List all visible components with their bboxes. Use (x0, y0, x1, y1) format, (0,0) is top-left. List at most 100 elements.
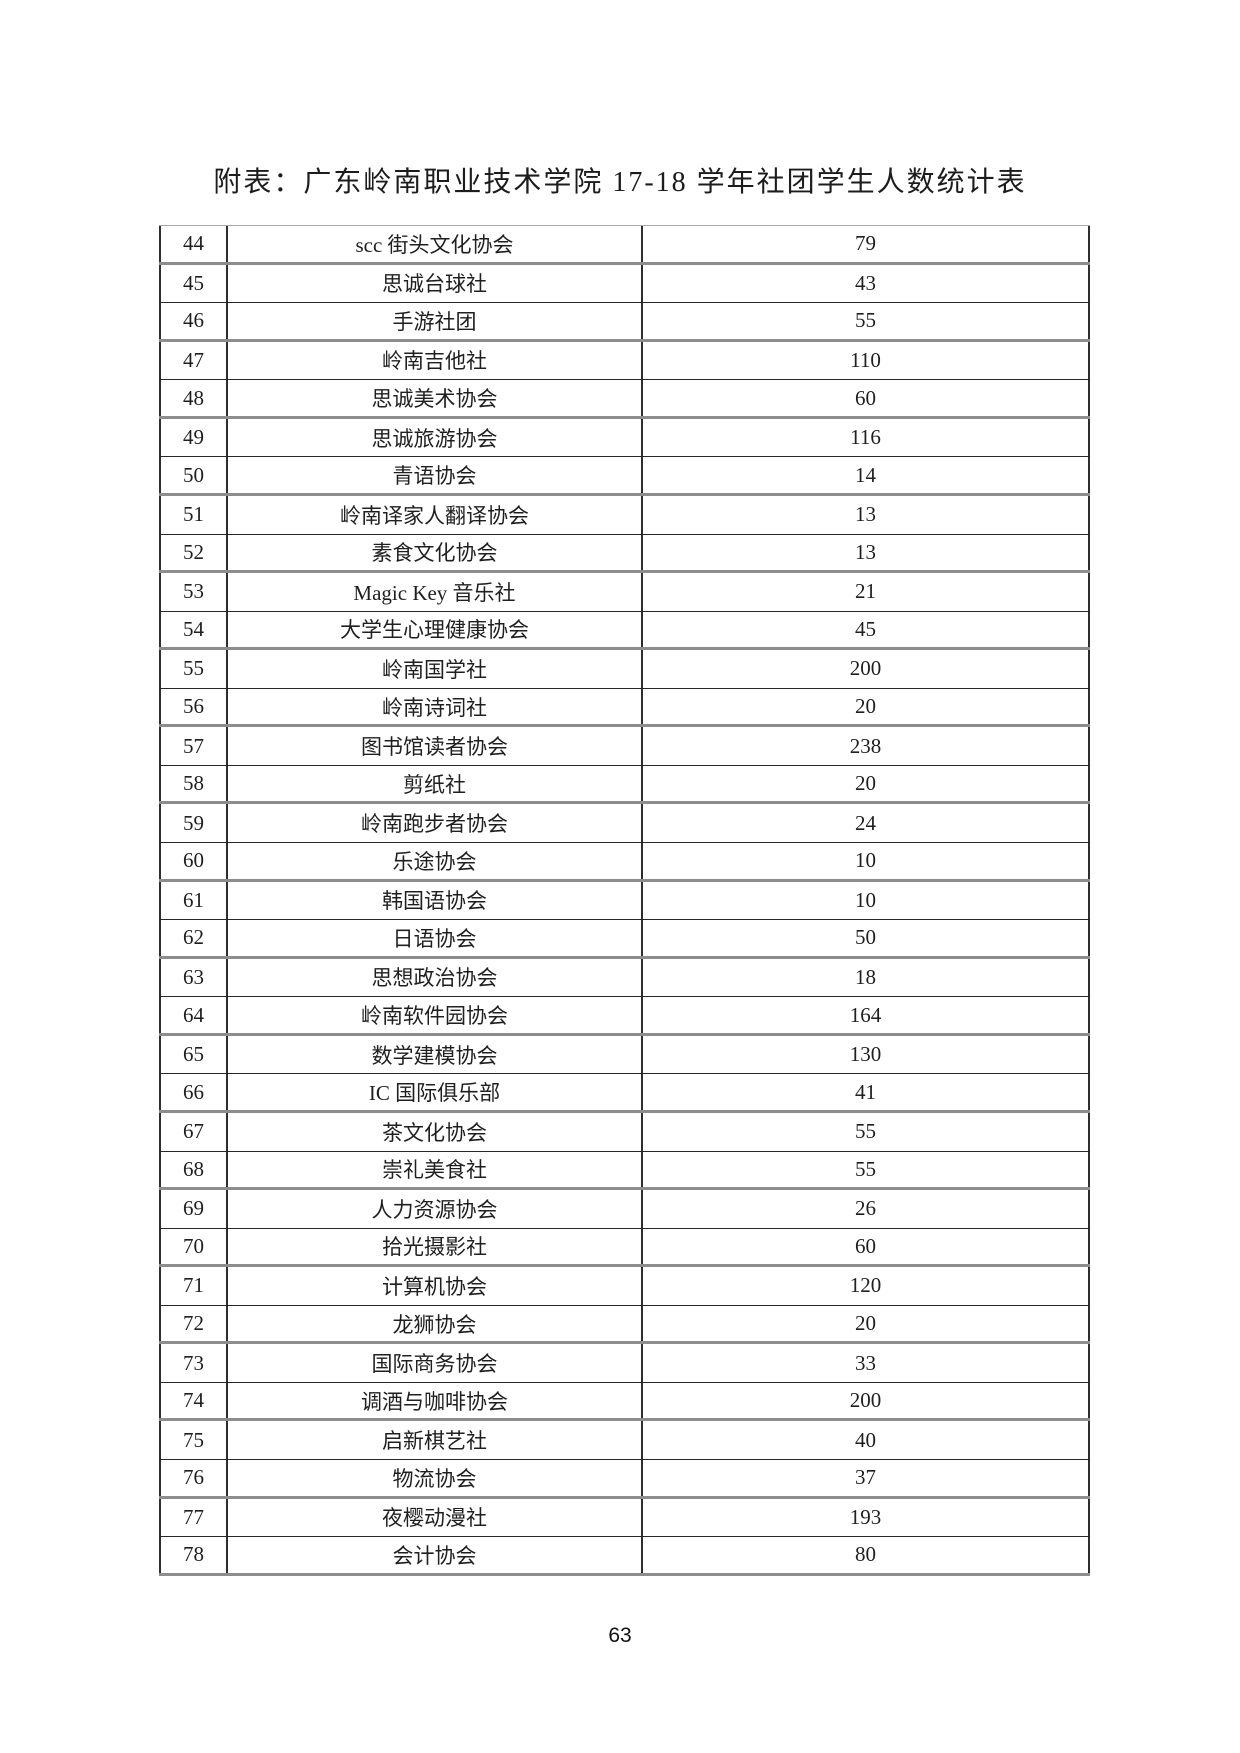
member-count-cell: 193 (643, 1498, 1090, 1537)
row-number-cell: 63 (159, 958, 228, 997)
member-count-cell: 120 (643, 1267, 1090, 1305)
row-number-cell: 57 (159, 727, 228, 765)
club-name-cell: Magic Key 音乐社 (228, 573, 643, 611)
row-number-cell: 61 (159, 881, 228, 920)
club-name-cell: 物流协会 (228, 1460, 643, 1496)
club-name-cell: 日语协会 (228, 920, 643, 956)
member-count-cell: 200 (643, 650, 1090, 688)
club-name-cell: 岭南跑步者协会 (228, 804, 643, 842)
table-row: 52 素食文化协会 13 (159, 534, 1090, 574)
row-number-cell: 77 (159, 1498, 228, 1537)
member-count-cell: 37 (643, 1460, 1090, 1496)
row-number-cell: 70 (159, 1228, 228, 1265)
table-row: 72 龙狮协会 20 (159, 1305, 1090, 1345)
club-name-cell: 思诚美术协会 (228, 380, 643, 416)
club-name-cell: 人力资源协会 (228, 1190, 643, 1228)
row-number-cell: 46 (159, 303, 228, 339)
row-number-cell: 60 (159, 843, 228, 879)
table-row: 60 乐途协会 10 (159, 843, 1090, 882)
member-count-cell: 80 (643, 1537, 1090, 1573)
member-count-cell: 55 (643, 1151, 1090, 1188)
club-name-cell: scc 街头文化协会 (228, 226, 643, 262)
row-number-cell: 73 (159, 1344, 228, 1382)
table-row: 78 会计协会 80 (159, 1537, 1090, 1576)
member-count-cell: 18 (643, 958, 1090, 997)
club-members-table: 44 scc 街头文化协会 79 45 思诚台球社 43 46 手游社团 55 … (159, 225, 1090, 1576)
member-count-cell: 10 (643, 881, 1090, 920)
member-count-cell: 20 (643, 1305, 1090, 1342)
club-name-cell: 大学生心理健康协会 (228, 611, 643, 648)
member-count-cell: 41 (643, 1074, 1090, 1110)
member-count-cell: 20 (643, 688, 1090, 725)
club-name-cell: 茶文化协会 (228, 1112, 643, 1151)
row-number-cell: 62 (159, 920, 228, 956)
table-row: 57 图书馆读者协会 238 (159, 727, 1090, 766)
table-row: 56 岭南诗词社 20 (159, 688, 1090, 728)
club-name-cell: 启新棋艺社 (228, 1421, 643, 1459)
table-row: 75 启新棋艺社 40 (159, 1421, 1090, 1460)
table-row: 69 人力资源协会 26 (159, 1190, 1090, 1229)
member-count-cell: 79 (643, 226, 1090, 262)
member-count-cell: 130 (643, 1035, 1090, 1074)
table-row: 59 岭南跑步者协会 24 (159, 804, 1090, 843)
table-row: 53 Magic Key 音乐社 21 (159, 573, 1090, 612)
table-row: 44 scc 街头文化协会 79 (159, 226, 1090, 265)
member-count-cell: 10 (643, 843, 1090, 879)
club-name-cell: 素食文化协会 (228, 534, 643, 571)
club-name-cell: 夜樱动漫社 (228, 1498, 643, 1537)
club-name-cell: 青语协会 (228, 457, 643, 493)
club-name-cell: 龙狮协会 (228, 1305, 643, 1342)
member-count-cell: 164 (643, 997, 1090, 1033)
row-number-cell: 47 (159, 341, 228, 380)
table-row: 74 调酒与咖啡协会 200 (159, 1382, 1090, 1422)
member-count-cell: 110 (643, 341, 1090, 380)
table-row: 65 数学建模协会 130 (159, 1035, 1090, 1075)
row-number-cell: 65 (159, 1035, 228, 1074)
table-row: 51 岭南译家人翻译协会 13 (159, 495, 1090, 535)
table-row: 66 IC 国际俱乐部 41 (159, 1074, 1090, 1113)
row-number-cell: 52 (159, 534, 228, 571)
row-number-cell: 64 (159, 997, 228, 1033)
table-row: 77 夜樱动漫社 193 (159, 1498, 1090, 1538)
member-count-cell: 40 (643, 1421, 1090, 1459)
row-number-cell: 56 (159, 688, 228, 725)
club-name-cell: 思诚台球社 (228, 264, 643, 303)
club-name-cell: 乐途协会 (228, 843, 643, 879)
member-count-cell: 238 (643, 727, 1090, 765)
table-row: 68 崇礼美食社 55 (159, 1151, 1090, 1191)
club-name-cell: 计算机协会 (228, 1267, 643, 1305)
club-name-cell: 岭南吉他社 (228, 341, 643, 380)
member-count-cell: 26 (643, 1190, 1090, 1228)
table-row: 48 思诚美术协会 60 (159, 380, 1090, 419)
member-count-cell: 20 (643, 765, 1090, 802)
member-count-cell: 13 (643, 534, 1090, 571)
table-row: 76 物流协会 37 (159, 1460, 1090, 1499)
club-name-cell: 思诚旅游协会 (228, 418, 643, 457)
row-number-cell: 69 (159, 1190, 228, 1228)
row-number-cell: 58 (159, 765, 228, 802)
club-name-cell: 图书馆读者协会 (228, 727, 643, 765)
table-row: 54 大学生心理健康协会 45 (159, 611, 1090, 651)
member-count-cell: 55 (643, 303, 1090, 339)
row-number-cell: 76 (159, 1460, 228, 1496)
member-count-cell: 116 (643, 418, 1090, 457)
row-number-cell: 71 (159, 1267, 228, 1305)
member-count-cell: 200 (643, 1382, 1090, 1419)
row-number-cell: 54 (159, 611, 228, 648)
member-count-cell: 60 (643, 380, 1090, 416)
table-row: 62 日语协会 50 (159, 920, 1090, 959)
row-number-cell: 44 (159, 226, 228, 262)
member-count-cell: 45 (643, 611, 1090, 648)
table-row: 70 拾光摄影社 60 (159, 1228, 1090, 1268)
club-name-cell: 韩国语协会 (228, 881, 643, 920)
row-number-cell: 72 (159, 1305, 228, 1342)
member-count-cell: 50 (643, 920, 1090, 956)
member-count-cell: 55 (643, 1112, 1090, 1151)
table-row: 73 国际商务协会 33 (159, 1344, 1090, 1383)
club-name-cell: 崇礼美食社 (228, 1151, 643, 1188)
club-name-cell: 思想政治协会 (228, 958, 643, 997)
row-number-cell: 49 (159, 418, 228, 457)
club-name-cell: 手游社团 (228, 303, 643, 339)
table-row: 58 剪纸社 20 (159, 765, 1090, 805)
